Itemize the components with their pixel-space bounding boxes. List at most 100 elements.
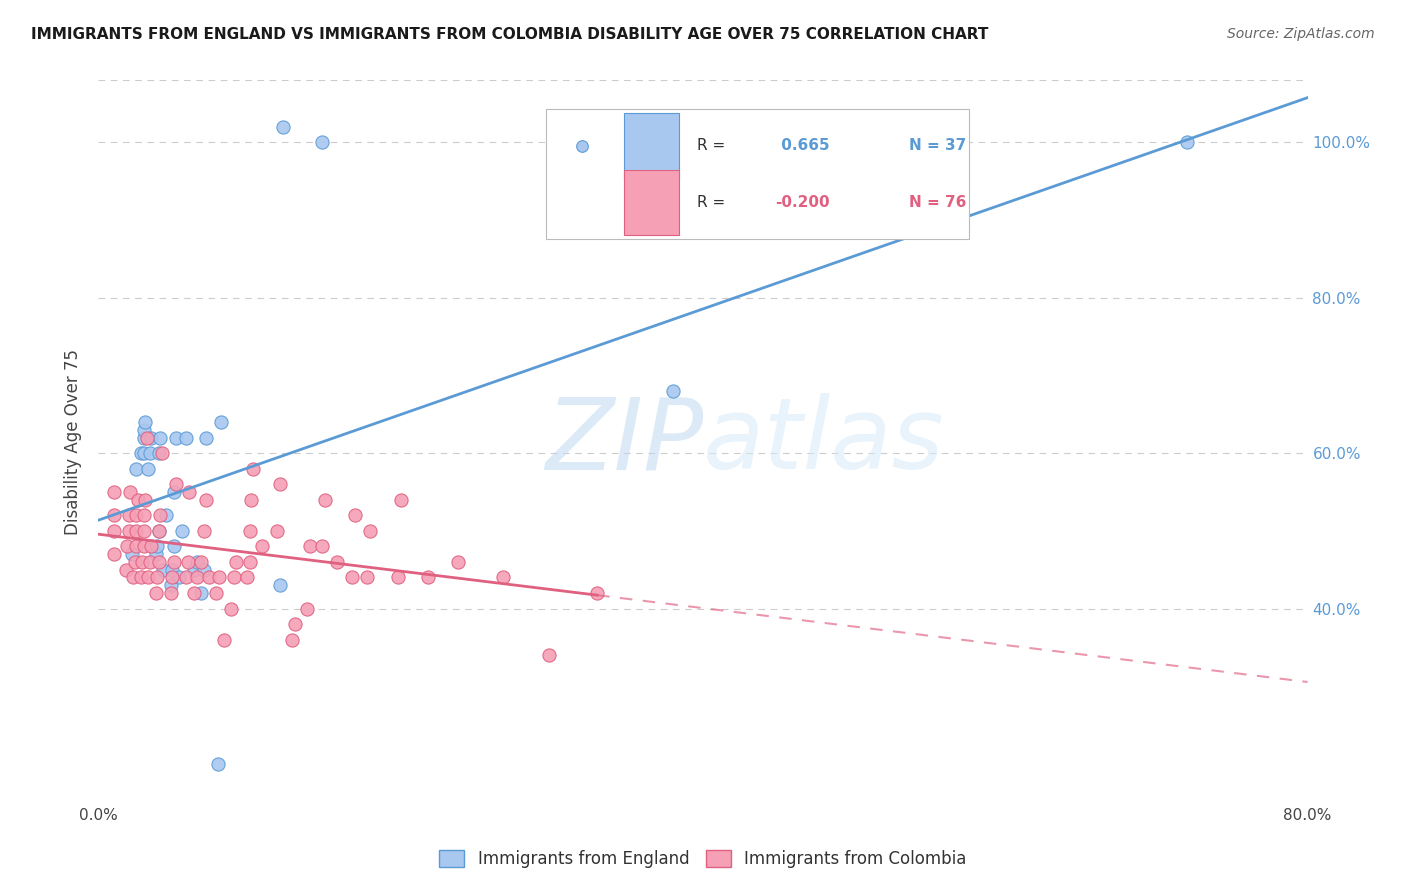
Point <box>146 570 169 584</box>
Legend: Immigrants from England, Immigrants from Colombia: Immigrants from England, Immigrants from… <box>433 844 973 875</box>
Point <box>149 508 172 523</box>
Point <box>537 648 560 663</box>
Point <box>284 617 307 632</box>
Point <box>207 756 229 771</box>
Point <box>146 540 169 554</box>
Point <box>183 586 205 600</box>
Point <box>170 524 193 538</box>
Point <box>183 563 205 577</box>
Point <box>176 555 198 569</box>
Text: atlas: atlas <box>703 393 945 490</box>
Point <box>120 485 142 500</box>
FancyBboxPatch shape <box>624 170 679 235</box>
Point <box>447 555 470 569</box>
Point <box>661 384 683 398</box>
Point <box>190 586 212 600</box>
Point <box>163 555 186 569</box>
Point <box>134 415 156 429</box>
Point <box>139 446 162 460</box>
Point <box>148 524 170 538</box>
Point <box>132 423 155 437</box>
Point <box>492 570 515 584</box>
Point <box>129 570 152 584</box>
Point <box>149 431 172 445</box>
Point <box>190 555 212 569</box>
Point <box>165 477 187 491</box>
Point <box>129 446 152 460</box>
Point <box>239 555 262 569</box>
Point <box>145 586 167 600</box>
Point <box>135 431 157 445</box>
Point <box>186 555 208 569</box>
Point <box>132 508 155 523</box>
Point <box>193 524 215 538</box>
Point <box>356 570 378 584</box>
Point <box>134 492 156 507</box>
Point <box>194 431 217 445</box>
Point <box>136 461 159 475</box>
Text: -0.200: -0.200 <box>776 195 830 211</box>
Point <box>692 205 714 219</box>
Point <box>240 492 263 507</box>
Point <box>174 570 197 584</box>
Point <box>150 446 173 460</box>
Point <box>416 570 439 584</box>
Point <box>360 524 382 538</box>
Point <box>1175 136 1198 150</box>
Point <box>208 570 231 584</box>
Point <box>124 555 146 569</box>
Text: IMMIGRANTS FROM ENGLAND VS IMMIGRANTS FROM COLOMBIA DISABILITY AGE OVER 75 CORRE: IMMIGRANTS FROM ENGLAND VS IMMIGRANTS FR… <box>31 27 988 42</box>
Point <box>186 570 208 584</box>
Point <box>205 586 228 600</box>
Point <box>132 524 155 538</box>
Y-axis label: Disability Age Over 75: Disability Age Over 75 <box>65 349 83 534</box>
Point <box>163 485 186 500</box>
Point <box>212 632 235 647</box>
Point <box>114 563 136 577</box>
Point <box>141 431 163 445</box>
Text: N = 76: N = 76 <box>908 195 966 211</box>
Point <box>586 586 609 600</box>
Point <box>194 492 217 507</box>
Point <box>103 508 125 523</box>
Point <box>250 540 273 554</box>
Point <box>125 540 148 554</box>
Point <box>269 578 291 592</box>
Point <box>160 578 183 592</box>
Point <box>197 570 219 584</box>
Point <box>165 431 187 445</box>
Point <box>132 431 155 445</box>
Point <box>342 570 364 584</box>
Point <box>125 508 148 523</box>
Point <box>125 461 148 475</box>
Point <box>221 601 243 615</box>
Text: 0.665: 0.665 <box>776 138 830 153</box>
Point <box>167 570 190 584</box>
Point <box>344 508 367 523</box>
Point <box>148 524 170 538</box>
Point <box>193 563 215 577</box>
Point <box>132 540 155 554</box>
Point <box>103 485 125 500</box>
Point <box>387 570 409 584</box>
Point <box>103 547 125 561</box>
FancyBboxPatch shape <box>624 113 679 178</box>
Point <box>266 524 288 538</box>
Point <box>311 136 333 150</box>
Point <box>155 508 177 523</box>
Point <box>121 547 143 561</box>
Point <box>225 555 247 569</box>
Point <box>148 446 170 460</box>
Point <box>103 524 125 538</box>
Point <box>326 555 349 569</box>
Point <box>145 547 167 561</box>
Point <box>118 508 141 523</box>
Point <box>131 555 153 569</box>
Point <box>163 540 186 554</box>
Point <box>141 540 163 554</box>
Text: ZIP: ZIP <box>544 393 703 490</box>
Point <box>311 540 333 554</box>
Point <box>389 492 412 507</box>
Text: R =: R = <box>697 195 725 211</box>
Point <box>125 524 148 538</box>
